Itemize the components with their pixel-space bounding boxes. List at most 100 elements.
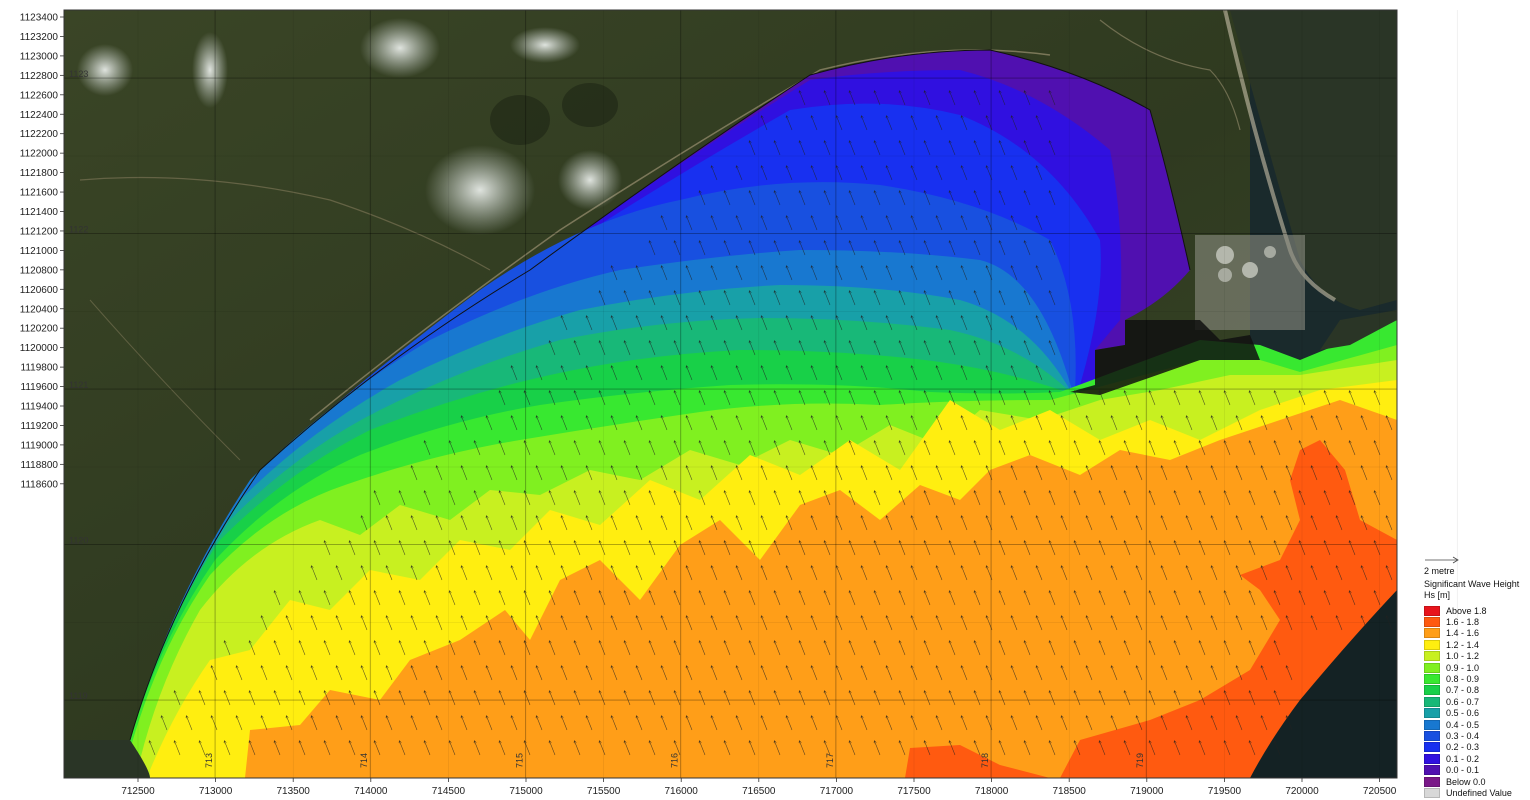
- y-tick-label: 1119400: [21, 402, 59, 413]
- legend-item-label: 1.2 - 1.4: [1446, 639, 1480, 650]
- km-easting-label: 716: [670, 753, 680, 768]
- x-tick-label: 717000: [820, 786, 854, 797]
- legend-item-label: 0.2 - 0.3: [1446, 742, 1480, 753]
- legend-swatch: [1424, 753, 1440, 764]
- legend-swatch: [1424, 662, 1440, 673]
- legend-item: 0.4 - 0.5: [1424, 719, 1528, 730]
- legend-swatch: [1424, 628, 1440, 639]
- legend-item: Above 1.8: [1424, 605, 1528, 616]
- y-tick-label: 1121000: [20, 246, 59, 257]
- x-tick-label: 712500: [121, 786, 155, 797]
- y-tick-label: 1123400: [20, 13, 59, 24]
- y-tick-label: 1120400: [20, 304, 59, 315]
- y-tick-label: 1122800: [20, 71, 59, 82]
- x-tick-label: 718000: [975, 786, 1009, 797]
- legend-swatch: [1424, 730, 1440, 741]
- grid-lines: [64, 10, 1458, 778]
- legend-item: 0.8 - 0.9: [1424, 673, 1528, 685]
- legend-item-label: Above 1.8: [1446, 605, 1487, 616]
- vector-scale: [1424, 556, 1528, 568]
- y-tick-label: 1122400: [20, 110, 59, 121]
- legend-item: Below 0.0: [1424, 776, 1528, 787]
- band-1.4-1.6: [245, 400, 1397, 778]
- legend-swatch: [1424, 765, 1440, 776]
- legend-swatch: [1424, 651, 1440, 662]
- legend-item: 0.2 - 0.3: [1424, 742, 1528, 753]
- legend-item: 1.0 - 1.2: [1424, 651, 1528, 662]
- legend-item-label: 0.8 - 0.9: [1446, 674, 1480, 685]
- scale-arrow-icon: [1425, 556, 1459, 564]
- x-tick-label: 715000: [509, 786, 543, 797]
- y-tick-label: 1119000: [21, 440, 59, 451]
- band-1.6-1.8: [905, 745, 1050, 778]
- legend-items: Above 1.8 1.6 - 1.8 1.4 - 1.6 1.2 - 1.4 1.0 …: [1424, 605, 1528, 799]
- legend-item: 1.2 - 1.4: [1424, 639, 1528, 650]
- legend-item: 0.9 - 1.0: [1424, 662, 1528, 673]
- y-tick-label: 1123200: [20, 32, 59, 43]
- y-tick-label: 1122600: [20, 90, 59, 101]
- x-tick-label: 720500: [1363, 786, 1397, 797]
- y-tick-label: 1120000: [20, 343, 59, 354]
- km-easting-label: 714: [359, 753, 369, 768]
- y-tick-label: 1123000: [20, 51, 59, 62]
- km-northing-label: 1121: [69, 380, 88, 390]
- y-tick-label: 1121600: [20, 188, 59, 199]
- plot-border: [63, 9, 1398, 779]
- legend-item-label: 0.7 - 0.8: [1446, 685, 1480, 696]
- legend-item-label: 0.5 - 0.6: [1446, 708, 1480, 719]
- legend-swatch: [1424, 708, 1440, 719]
- km-easting-label: 713: [204, 753, 214, 768]
- legend-item-label: 0.9 - 1.0: [1446, 662, 1480, 673]
- y-tick-label: 1122200: [20, 129, 59, 140]
- legend-swatch: [1424, 776, 1440, 787]
- wave-direction-vectors: [149, 91, 1393, 756]
- x-tick-label: 713500: [277, 786, 311, 797]
- y-tick-label: 1121400: [20, 207, 59, 218]
- legend-swatch: [1424, 719, 1440, 730]
- legend-item-label: 0.4 - 0.5: [1446, 719, 1480, 730]
- legend-item: 0.7 - 0.8: [1424, 685, 1528, 696]
- y-tick-label: 1118800: [21, 460, 59, 471]
- legend-swatch: [1424, 605, 1440, 616]
- legend-item-label: 1.0 - 1.2: [1446, 651, 1480, 662]
- km-easting-label: 719: [1135, 753, 1145, 768]
- legend-item: 0.3 - 0.4: [1424, 730, 1528, 741]
- x-tick-label: 714500: [432, 786, 466, 797]
- x-tick-label: 713000: [199, 786, 233, 797]
- x-tick-label: 719000: [1130, 786, 1164, 797]
- x-axis: 712500 713000 713500 714000 714500 715000 7155…: [121, 778, 1397, 797]
- y-tick-label: 1119200: [21, 421, 59, 432]
- y-tick-label: 1120200: [20, 324, 59, 335]
- legend-item: 0.0 - 0.1: [1424, 764, 1528, 776]
- x-tick-label: 719500: [1208, 786, 1242, 797]
- y-tick-label: 1122000: [20, 149, 59, 160]
- x-tick-label: 715500: [587, 786, 621, 797]
- y-tick-label: 1121800: [20, 168, 59, 179]
- legend-item: Undefined Value: [1424, 787, 1528, 798]
- y-tick-label: 1120600: [20, 285, 59, 296]
- km-northing-label: 1123: [69, 69, 88, 79]
- legend-swatch: [1424, 674, 1440, 685]
- legend-item-label: 0.1 - 0.2: [1446, 753, 1480, 764]
- y-tick-label: 1120800: [20, 265, 59, 276]
- x-tick-label: 714000: [354, 786, 388, 797]
- x-tick-label: 716500: [742, 786, 776, 797]
- km-easting-label: 718: [980, 753, 990, 768]
- legend-title: Significant Wave Height: [1424, 579, 1520, 589]
- y-tick-label: 1119600: [21, 382, 59, 393]
- y-tick-label: 1118600: [21, 479, 59, 490]
- x-tick-label: 720000: [1285, 786, 1319, 797]
- km-easting-label: 717: [825, 753, 835, 768]
- legend-swatch: [1424, 742, 1440, 753]
- land-mask: [64, 310, 1397, 778]
- legend-swatch: [1424, 696, 1440, 707]
- legend-item: 0.5 - 0.6: [1424, 708, 1528, 719]
- legend-item-label: 0.3 - 0.4: [1446, 730, 1480, 741]
- legend-item: 0.6 - 0.7: [1424, 696, 1528, 707]
- legend-swatch: [1424, 617, 1440, 628]
- x-tick-label: 717500: [897, 786, 931, 797]
- legend: 2 metre Significant Wave Height Hs [m] A…: [1424, 556, 1528, 799]
- legend-item-label: Below 0.0: [1446, 776, 1486, 787]
- coastline: [129, 49, 1191, 741]
